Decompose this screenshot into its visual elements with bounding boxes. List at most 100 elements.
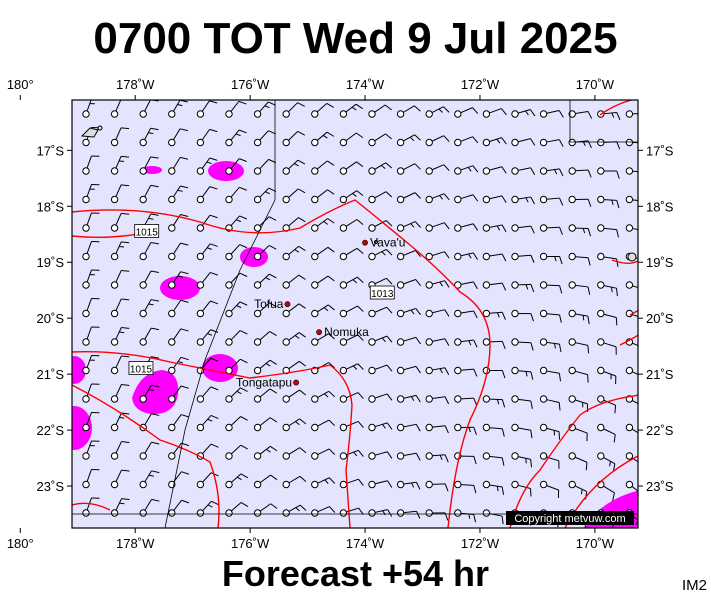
wind-barb	[482, 309, 506, 320]
wind-barb	[511, 195, 535, 205]
wind-barb	[282, 130, 306, 147]
wind-barb	[568, 252, 591, 266]
place-label: Tongatapu	[236, 376, 292, 390]
wind-barb	[82, 240, 100, 261]
wind-barb	[482, 480, 505, 495]
wind-barb	[482, 224, 507, 233]
wind-barb	[368, 451, 393, 460]
wind-barb	[425, 480, 449, 492]
wind-barb	[368, 393, 393, 403]
lat-tick-label-left: 21˚S	[37, 367, 65, 382]
isobar-line	[509, 394, 638, 528]
wind-barb	[82, 183, 100, 204]
wind-barb	[396, 452, 421, 461]
wind-barb	[511, 480, 532, 497]
lon-tick-label-top: 176˚W	[231, 77, 270, 92]
wind-barb	[253, 474, 278, 489]
lat-tick-label-right: 18˚S	[646, 199, 674, 214]
wind-barb	[454, 252, 478, 261]
wind-barb	[511, 338, 534, 351]
wind-barb	[539, 195, 564, 206]
wind-barb	[225, 301, 248, 318]
wind-barb	[396, 394, 421, 403]
lon-tick-label-bottom: 180°	[7, 536, 34, 551]
wind-barb	[368, 220, 393, 232]
wind-barb	[396, 163, 421, 175]
wind-barb	[311, 218, 335, 232]
place-dot	[316, 329, 322, 336]
wind-barb	[339, 132, 364, 147]
isobar-line	[599, 100, 635, 116]
wind-barb	[282, 475, 307, 489]
wind-barb	[253, 388, 278, 403]
island	[97, 125, 103, 131]
lat-tick-label-right: 22˚S	[646, 423, 674, 438]
rain-patch	[202, 354, 238, 382]
rain-patch	[72, 356, 86, 384]
wind-barb	[225, 473, 249, 489]
wind-barb	[539, 309, 562, 323]
wind-barb	[282, 447, 307, 460]
wind-barb	[625, 281, 638, 289]
wind-barb	[511, 252, 535, 263]
wind-barb	[196, 186, 218, 204]
wind-barb	[454, 480, 477, 494]
wind-barb	[139, 156, 159, 175]
wind-barb	[511, 109, 536, 118]
isobar-label: 1015	[136, 227, 159, 238]
wind-barb	[82, 100, 95, 118]
wind-barb	[539, 138, 564, 147]
wind-barb	[425, 193, 450, 204]
wind-barb	[568, 224, 591, 237]
lon-tick-label-bottom: 178˚W	[116, 536, 155, 551]
wind-barb	[168, 385, 189, 403]
wind-barb	[311, 506, 336, 517]
wind-barb	[253, 302, 277, 318]
wind-barb	[282, 102, 305, 118]
lat-tick-label-left: 20˚S	[37, 311, 65, 326]
wind-barb	[625, 167, 638, 175]
wind-barb	[311, 275, 335, 289]
wind-barb	[311, 419, 336, 432]
wind-barb	[454, 136, 479, 147]
wind-barb	[110, 269, 130, 289]
wind-barb	[168, 271, 189, 289]
wind-barb	[482, 252, 507, 262]
wind-barb	[368, 248, 393, 261]
wind-barb	[368, 422, 393, 432]
wind-barb	[253, 503, 278, 517]
wind-barb	[339, 334, 364, 346]
wind-barb	[82, 297, 100, 318]
isobar-line	[629, 309, 638, 316]
wind-barb	[425, 452, 449, 463]
wind-barb	[339, 103, 363, 118]
place-dot	[362, 239, 368, 246]
wind-barb	[253, 244, 277, 261]
wind-barb	[625, 224, 638, 232]
wind-barb	[196, 472, 219, 489]
wind-barb	[625, 110, 638, 118]
island	[374, 240, 378, 244]
wind-barb	[110, 127, 130, 147]
wind-barb	[482, 108, 507, 118]
wind-barb	[311, 131, 335, 147]
wind-barb	[339, 392, 364, 403]
wind-barb	[511, 309, 534, 322]
lon-tick-label-top: 180°	[7, 77, 34, 92]
wind-barb	[597, 281, 618, 297]
wind-barb	[482, 281, 507, 291]
wind-barb	[368, 104, 392, 118]
wind-barb	[396, 307, 421, 318]
wind-barb	[396, 192, 421, 204]
wind-barb	[339, 421, 364, 432]
wind-barb	[597, 338, 617, 355]
wind-barb	[539, 252, 563, 265]
lon-tick-label-top: 174˚W	[346, 77, 385, 92]
wind-barb	[168, 356, 189, 375]
place-dot	[284, 301, 291, 308]
wind-barb	[368, 480, 393, 489]
lon-tick-label-top: 170˚W	[576, 77, 615, 92]
place-markers: Vava'u Tofua Nomuka Tongatapu	[236, 236, 405, 390]
wind-barb	[339, 219, 364, 232]
